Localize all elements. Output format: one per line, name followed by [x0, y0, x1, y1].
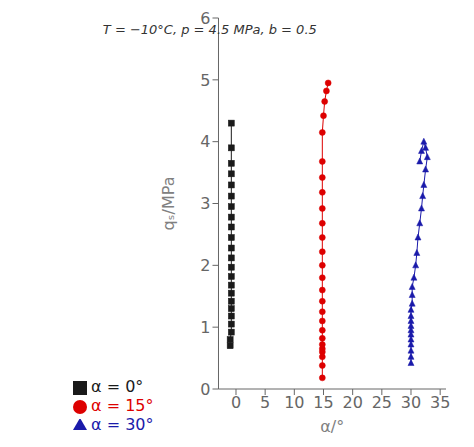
svg-text:6: 6 [200, 9, 210, 28]
svg-text:5: 5 [200, 71, 210, 90]
svg-text:35: 35 [430, 393, 450, 412]
svg-text:5: 5 [260, 393, 270, 412]
svg-text:0: 0 [231, 393, 241, 412]
svg-text:qₛ/MPa: qₛ/MPa [159, 176, 178, 230]
svg-text:0: 0 [200, 380, 210, 399]
svg-text:2: 2 [200, 256, 210, 275]
svg-text:30: 30 [401, 393, 421, 412]
svg-text:3: 3 [200, 194, 210, 213]
svg-text:1: 1 [200, 318, 210, 337]
svg-text:α/°: α/° [320, 417, 344, 436]
svg-text:10: 10 [284, 393, 304, 412]
svg-text:4: 4 [200, 132, 210, 151]
svg-text:15: 15 [313, 393, 333, 412]
svg-text:20: 20 [342, 393, 362, 412]
svg-text:25: 25 [372, 393, 392, 412]
